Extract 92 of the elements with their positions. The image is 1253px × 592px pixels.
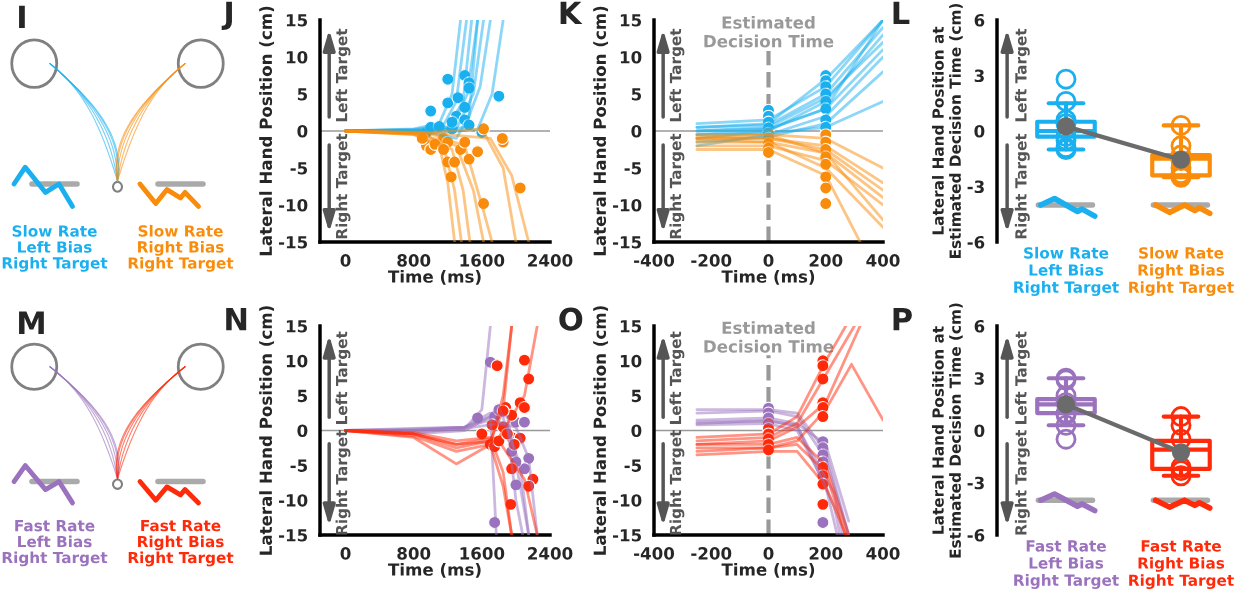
y-tick-label: 5	[631, 88, 642, 101]
y-axis-title: Lateral Hand Position (cm)	[259, 306, 275, 555]
y-tick-label: -10	[278, 494, 308, 507]
y-axis-title: Lateral Hand Position at Estimated Decision Time (cm)	[932, 3, 963, 258]
annotation: Right Target	[669, 429, 685, 535]
y-tick-label: -15	[612, 236, 642, 249]
y-tick-label: 5	[631, 389, 642, 403]
x-tick-label: 1600	[460, 254, 505, 267]
x-tick-label: -400	[634, 254, 675, 267]
y-tick-label: 3	[974, 69, 984, 83]
annotation: Left Target	[1014, 331, 1030, 424]
y-axis-title: Lateral Hand Position (cm)	[593, 6, 609, 256]
chart-title: J	[221, 1, 232, 31]
y-tick-label: -10	[612, 198, 642, 212]
y-tick-label: 0	[974, 424, 985, 438]
annotation: Left Target	[669, 331, 685, 424]
y-axis-title: Lateral Hand Position at Estimated Decision Time (cm)	[932, 303, 963, 558]
y-tick-label: 15	[286, 320, 308, 333]
y-tick-label: 5	[297, 88, 308, 101]
x-tick-label: 0	[763, 547, 774, 560]
x-tick-label: 200	[809, 254, 843, 267]
y-tick-label: 0	[297, 124, 308, 138]
y-tick-label: 6	[974, 319, 985, 333]
x-tick-label: -200	[691, 547, 732, 560]
y-tick-label: 15	[620, 320, 642, 333]
x-axis-title: Time (ms)	[721, 562, 815, 578]
x-tick-label: Slow Rate Right Bias Right Target	[1129, 246, 1234, 297]
x-tick-label: Slow Rate Left Bias Right Target	[1014, 246, 1119, 296]
y-tick-label: 0	[974, 124, 985, 138]
x-tick-label: 0	[340, 547, 351, 560]
text: M	[19, 311, 44, 334]
x-tick-label: 0	[340, 254, 351, 267]
y-tick-label: 3	[974, 372, 984, 385]
x-tick-label: Fast Rate Left Bias Right Target	[1014, 540, 1119, 589]
y-tick-label: 6	[974, 13, 985, 27]
y-tick-label: -10	[612, 494, 642, 507]
y-tick-label: -3	[967, 476, 984, 490]
y-tick-label: 0	[631, 424, 642, 438]
chart-title: N	[226, 307, 247, 331]
ref-line-label: Estimated Decision Time	[704, 15, 834, 48]
y-tick-label: -5	[290, 162, 308, 175]
y-tick-label: 10	[620, 50, 642, 64]
x-tick-label: 2400	[528, 547, 573, 560]
annotation: Left Target	[335, 331, 351, 424]
y-tick-label: 0	[297, 424, 308, 438]
y-axis-title: Lateral Hand Position (cm)	[259, 6, 275, 256]
y-tick-label: 15	[286, 14, 308, 27]
x-tick-label: -400	[634, 547, 675, 560]
chart-title: P	[893, 307, 912, 331]
annotation: Left Target	[335, 28, 351, 122]
y-tick-label: -5	[624, 162, 642, 175]
annotation: Right Target	[335, 429, 351, 535]
y-tick-label: 10	[286, 50, 308, 64]
annotation: Right Target	[1014, 133, 1030, 239]
text: I	[19, 5, 25, 29]
annotation: Left Target	[669, 28, 685, 122]
x-axis-title: Time (ms)	[721, 269, 815, 285]
x-tick-label: Fast Rate Right Bias Right Target	[1129, 540, 1234, 590]
y-tick-label: -6	[967, 528, 985, 542]
annotation: Right Target	[335, 133, 351, 239]
y-tick-label: 0	[631, 124, 642, 138]
y-tick-label: -10	[278, 198, 308, 212]
annotation: Right Target	[669, 133, 685, 239]
y-tick-label: -5	[624, 459, 642, 472]
y-axis-title: Lateral Hand Position (cm)	[593, 306, 609, 555]
chart-title: O	[559, 307, 583, 331]
x-tick-label: 800	[397, 254, 431, 267]
x-tick-label: 1600	[460, 547, 505, 560]
y-tick-label: 10	[620, 354, 642, 368]
y-tick-label: -6	[967, 235, 985, 249]
y-tick-label: -15	[278, 236, 308, 249]
ref-line-label: Estimated Decision Time	[704, 321, 834, 353]
y-tick-label: -5	[290, 459, 308, 472]
x-tick-label: 400	[866, 254, 900, 267]
x-axis-title: Time (ms)	[388, 562, 481, 578]
x-tick-label: 2400	[528, 254, 573, 267]
x-tick-label: -200	[691, 254, 732, 267]
x-tick-label: 400	[866, 547, 900, 560]
x-axis-title: Time (ms)	[388, 269, 481, 285]
y-tick-label: 15	[620, 14, 642, 27]
x-tick-label: 200	[809, 547, 843, 560]
y-tick-label: -15	[278, 529, 308, 542]
chart-title: L	[893, 1, 910, 24]
y-tick-label: -15	[612, 529, 642, 542]
annotation: Left Target	[1014, 28, 1030, 122]
x-tick-label: 0	[763, 254, 774, 267]
y-tick-label: -3	[967, 180, 984, 194]
y-tick-label: 10	[286, 354, 308, 368]
y-tick-label: 5	[297, 389, 308, 403]
chart-title: K	[560, 1, 583, 24]
x-tick-label: 800	[397, 547, 431, 560]
annotation: Right Target	[1014, 429, 1030, 535]
